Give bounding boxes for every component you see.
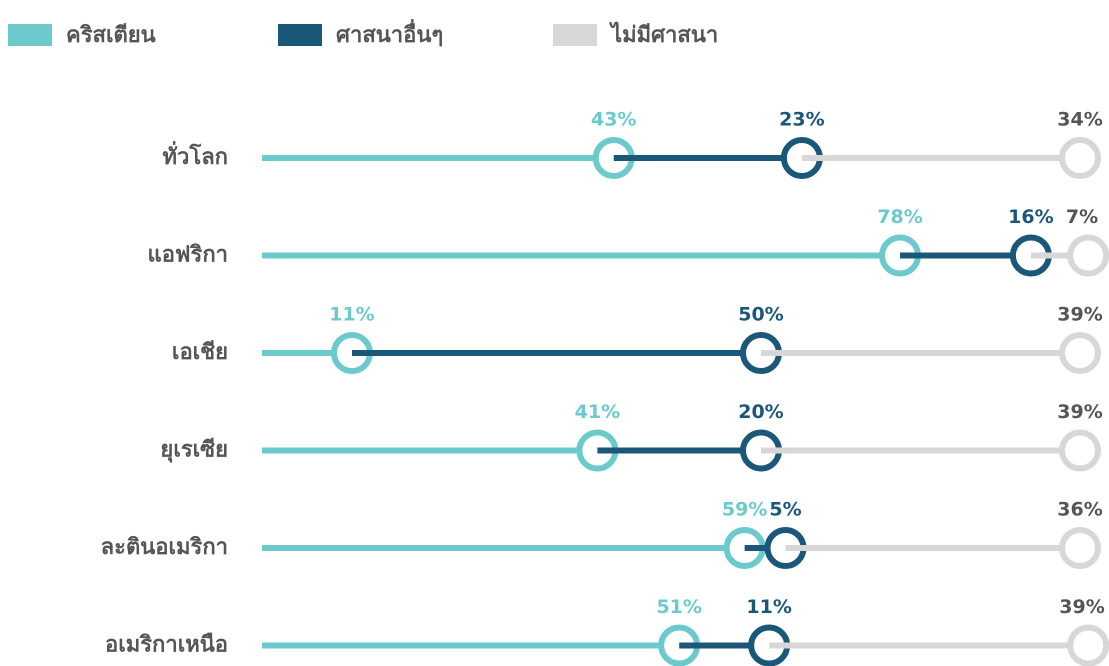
value-label: 39% (1057, 304, 1102, 326)
segment (760, 332, 1101, 374)
category-label: ยุเรเซีย (160, 438, 228, 464)
segment (1030, 234, 1109, 277)
segment (262, 624, 701, 666)
segment (262, 234, 922, 277)
legend-label: คริสเตียน (66, 23, 156, 48)
dot (1059, 332, 1101, 374)
segment (262, 527, 766, 569)
segment (262, 137, 635, 179)
legend-label: ไม่มีศาสนา (609, 21, 718, 48)
dot (1059, 429, 1101, 472)
value-label: 36% (1057, 499, 1102, 521)
dot (1059, 137, 1101, 179)
value-label: 39% (1057, 401, 1102, 423)
value-label: 11% (329, 304, 374, 326)
value-label: 39% (1059, 596, 1104, 618)
segment (262, 429, 619, 472)
segment (597, 429, 782, 472)
value-label: 7% (1066, 206, 1098, 228)
value-label: 34% (1057, 109, 1102, 131)
value-label: 43% (591, 109, 636, 131)
category-label: ทั่วโลก (163, 140, 228, 170)
value-label: 41% (575, 401, 620, 423)
legend-swatch (278, 24, 322, 46)
category-label: เอเชีย (172, 340, 228, 365)
segment (613, 137, 823, 179)
segment (785, 527, 1101, 569)
segment (351, 332, 782, 374)
value-label: 16% (1008, 206, 1053, 228)
value-label: 5% (769, 499, 801, 521)
value-label: 59% (722, 499, 767, 521)
value-label: 23% (779, 109, 824, 131)
dot (1059, 527, 1101, 569)
legend-swatch (553, 24, 597, 46)
value-label: 20% (738, 401, 783, 423)
category-label: อเมริกาเหนือ (105, 633, 228, 658)
segment (679, 624, 791, 666)
dot (1067, 624, 1109, 666)
segment (760, 429, 1101, 472)
dot (1067, 234, 1109, 277)
value-label: 11% (746, 596, 791, 618)
legend-swatch (8, 24, 52, 46)
segment (801, 137, 1101, 179)
value-label: 50% (738, 304, 783, 326)
segment (900, 234, 1052, 277)
category-label: ละตินอเมริกา (101, 535, 228, 560)
value-label: 78% (877, 206, 922, 228)
category-label: แอฟริกา (148, 243, 228, 268)
legend-label: ศาสนาอื่นๆ (336, 18, 443, 48)
segment (769, 624, 1109, 666)
value-label: 51% (656, 596, 701, 618)
